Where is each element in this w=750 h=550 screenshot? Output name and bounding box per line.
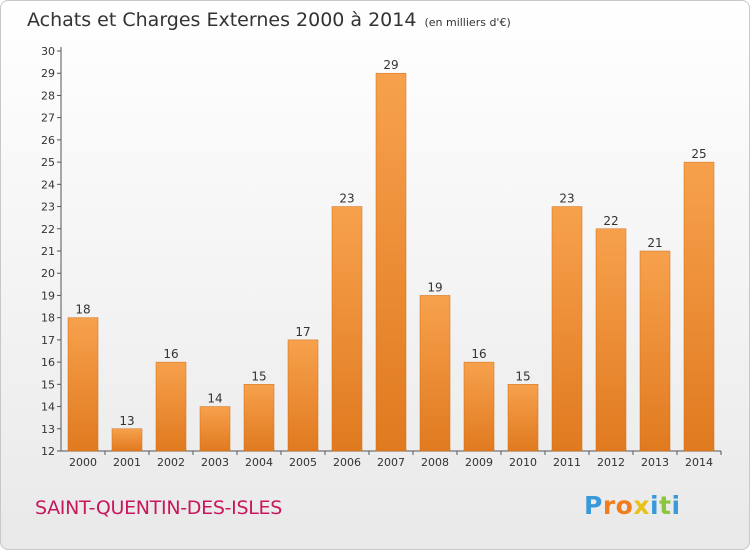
y-tick-label: 22 [41,223,55,236]
bar-2008 [419,295,451,452]
bar-value-label: 15 [515,369,530,383]
chart-subtitle: (en milliers d'€) [424,16,511,29]
bar-value-label: 16 [471,347,486,361]
bar-value-label: 22 [603,214,618,228]
title-text: Achats et Charges Externes 2000 à 2014 [27,9,417,31]
x-tick-label: 2002 [157,456,185,469]
y-tick-label: 14 [41,401,55,414]
bar-2005 [287,339,319,452]
y-tick-label: 30 [41,45,55,58]
bar-2014 [683,161,715,452]
bar-2001 [111,428,143,452]
bar-value-label: 15 [251,369,266,383]
bar-2006 [331,206,363,452]
x-tick-label: 2014 [685,456,713,469]
bar-2007 [375,72,407,452]
bar-value-label: 14 [207,392,222,406]
y-tick-label: 26 [41,134,55,147]
logo-letter: r [602,491,616,520]
y-tick-label: 25 [41,156,55,169]
bar-value-label: 21 [647,236,662,250]
y-tick-label: 29 [41,67,55,80]
logo-letter: P [584,491,603,520]
bar-2000 [67,317,99,452]
bar-2002 [155,361,187,452]
bar-value-label: 18 [75,303,90,317]
chart-title: Achats et Charges Externes 2000 à 2014 (e… [27,9,511,31]
proxiti-logo: Proxiti [584,491,681,520]
x-tick-label: 2004 [245,456,273,469]
bar-value-label: 25 [691,147,706,161]
logo-letter: i [671,491,681,520]
bar-2009 [463,361,495,452]
bar-value-label: 29 [383,58,398,72]
commune-name: SAINT-QUENTIN-DES-ISLES [35,497,282,519]
bar-2004 [243,384,275,452]
x-tick-label: 2003 [201,456,229,469]
logo-letter: t [659,491,672,520]
x-tick-label: 2005 [289,456,317,469]
y-tick-label: 16 [41,356,55,369]
logo-letter: x [633,491,650,520]
bar-value-label: 19 [427,280,442,294]
y-tick-label: 13 [41,423,55,436]
x-tick-label: 2013 [641,456,669,469]
x-tick-label: 2006 [333,456,361,469]
bar-2012 [595,228,627,452]
logo-letter: o [615,491,634,520]
y-tick-label: 15 [41,378,55,391]
x-tick-label: 2000 [69,456,97,469]
bar-2013 [639,250,671,452]
x-tick-label: 2008 [421,456,449,469]
logo-letter: i [650,491,660,520]
y-tick-label: 20 [41,267,55,280]
y-tick-label: 24 [41,178,55,191]
x-tick-label: 2011 [553,456,581,469]
bar-value-label: 23 [559,192,574,206]
bar-value-label: 13 [119,414,134,428]
x-tick-label: 2001 [113,456,141,469]
bar-2011 [551,206,583,452]
x-tick-label: 2009 [465,456,493,469]
y-tick-label: 23 [41,201,55,214]
y-tick-label: 21 [41,245,55,258]
y-tick-label: 28 [41,89,55,102]
bar-value-label: 23 [339,192,354,206]
x-tick-label: 2012 [597,456,625,469]
y-tick-label: 12 [41,445,55,458]
bar-value-label: 17 [295,325,310,339]
x-tick-label: 2007 [377,456,405,469]
y-tick-label: 18 [41,312,55,325]
x-tick-label: 2010 [509,456,537,469]
y-tick-label: 17 [41,334,55,347]
bar-2003 [199,406,231,452]
bar-value-label: 16 [163,347,178,361]
bar-2010 [507,384,539,452]
y-tick-label: 27 [41,112,55,125]
y-tick-label: 19 [41,289,55,302]
